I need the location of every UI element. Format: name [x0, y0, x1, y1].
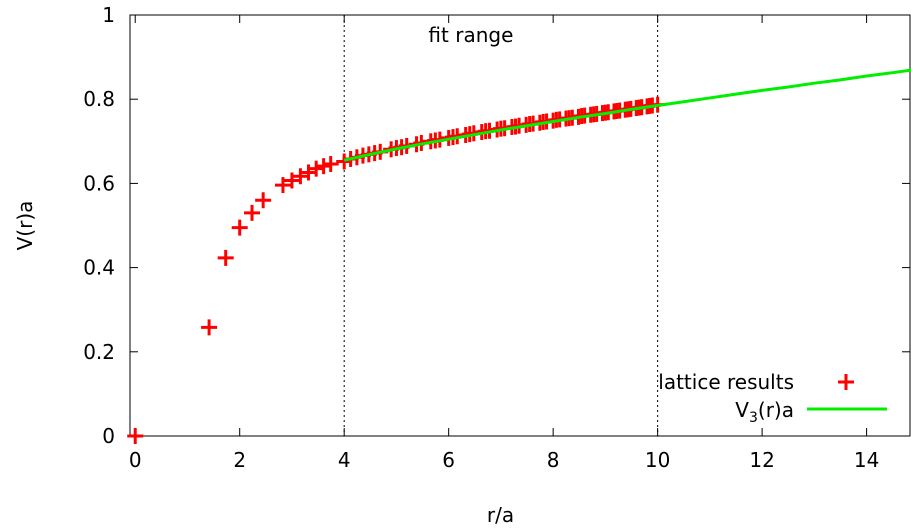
fit-range-annotation: fit range: [428, 23, 513, 47]
legend-label-fit-suffix: (r)a: [758, 398, 794, 422]
data-point: [274, 177, 291, 194]
data-point: [300, 164, 317, 181]
data-point: [201, 319, 218, 336]
x-tick-label: 2: [233, 448, 246, 472]
x-tick-label: 4: [338, 448, 351, 472]
legend-plus: [838, 374, 854, 390]
data-point: [231, 219, 248, 236]
x-tick-label: 10: [645, 448, 670, 472]
tick-labels: 0 2 4 6 8 10 12 14 0 0.2 0.4 0.6 0.8 1: [83, 3, 879, 472]
data-point: [292, 168, 309, 185]
plot-frame: [129, 14, 911, 437]
data-point: [308, 160, 325, 177]
legend-label-fit: V3(r)a: [735, 398, 794, 426]
legend-marker-lattice: [838, 374, 854, 390]
y-tick-label: 0.4: [83, 256, 115, 280]
legend-label-fit-base: V: [735, 398, 749, 422]
x-tick-label: 8: [547, 448, 560, 472]
legend: lattice results V3(r)a: [658, 370, 887, 426]
legend-label-fit-subscript: 3: [749, 410, 758, 426]
x-tick-label: 14: [854, 448, 879, 472]
fit-range-lines: [343, 15, 659, 436]
data-point: [315, 158, 332, 175]
fit-line: [343, 68, 911, 162]
data-point: [244, 204, 261, 221]
data-point: [283, 172, 300, 189]
y-tick-label: 0.6: [83, 171, 115, 195]
series-layer: [127, 68, 911, 444]
data-point: [255, 192, 272, 209]
data-point: [127, 428, 144, 444]
y-tick-label: 0.2: [83, 340, 115, 364]
data-point: [217, 249, 234, 266]
x-tick-label: 12: [749, 448, 774, 472]
y-tick-label: 1: [102, 3, 115, 27]
y-tick-label: 0: [102, 424, 115, 448]
x-axis-title: r/a: [487, 503, 514, 527]
x-tick-label: 0: [129, 448, 142, 472]
legend-label-lattice: lattice results: [658, 370, 794, 394]
data-point: [322, 156, 339, 173]
y-axis-title: V(r)a: [13, 201, 37, 251]
x-tick-label: 6: [442, 448, 455, 472]
y-tick-label: 0.8: [83, 87, 115, 111]
